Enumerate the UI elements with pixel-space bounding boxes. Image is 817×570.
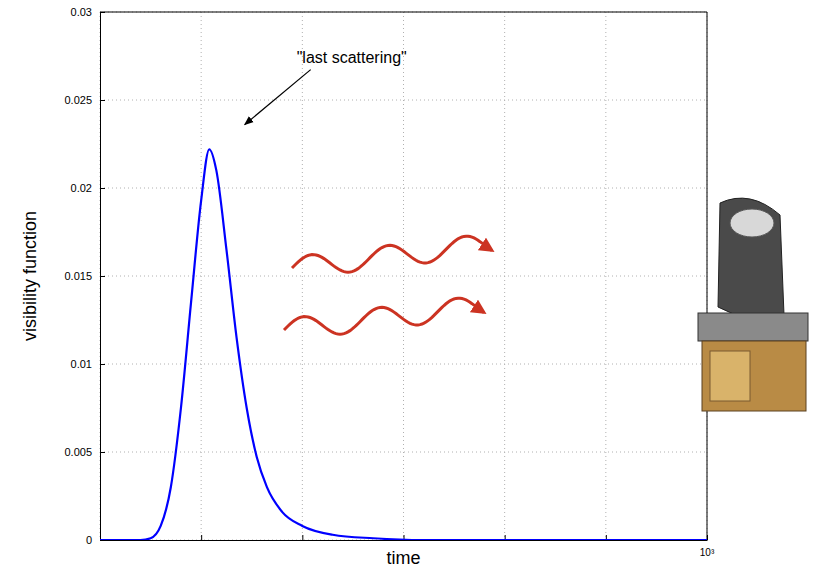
satellite-deck <box>698 313 808 341</box>
x-grid-line <box>302 12 303 540</box>
y-tick-label: 0.005 <box>64 446 92 458</box>
y-tick: 0.005 <box>64 446 105 458</box>
y-grid-line <box>100 188 707 189</box>
grid <box>100 12 707 540</box>
y-tick-mark <box>100 540 105 541</box>
photon-arrow <box>292 236 492 272</box>
satellite-body <box>702 341 806 411</box>
y-tick-mark <box>100 188 105 189</box>
y-grid-line <box>100 364 707 365</box>
x-axis-exponent: 10³ <box>700 547 715 558</box>
y-tick: 0.02 <box>71 182 105 194</box>
y-tick-mark <box>100 100 105 101</box>
x-grid-line <box>403 12 404 540</box>
y-grid-line <box>100 276 707 277</box>
y-tick: 0.01 <box>71 358 105 370</box>
satellite <box>698 198 808 411</box>
y-tick-mark <box>100 276 105 277</box>
x-tick <box>302 535 303 540</box>
y-grid-line <box>100 12 707 13</box>
data-line <box>100 149 707 540</box>
satellite-mirror <box>730 209 774 237</box>
x-grid-line <box>707 12 708 540</box>
satellite-baffle <box>718 198 784 318</box>
frame-top <box>100 12 707 13</box>
y-axis: 0 0.005 0.01 0.015 0.02 0.025 0.03 <box>64 6 105 546</box>
annotation-arrow <box>245 70 311 125</box>
photon-arrow <box>284 298 484 334</box>
y-grid-line <box>100 452 707 453</box>
y-tick-label: 0.025 <box>64 94 92 106</box>
x-tick <box>201 535 202 540</box>
y-tick: 0.025 <box>64 94 105 106</box>
x-tick-mark <box>302 535 303 540</box>
x-axis-title: time <box>386 548 420 568</box>
y-tick-label: 0.01 <box>71 358 92 370</box>
y-tick: 0.03 <box>71 6 105 18</box>
y-axis-title: visibility function <box>20 211 40 341</box>
y-tick-label: 0.02 <box>71 182 92 194</box>
annotation: "last scattering" <box>245 49 407 125</box>
y-tick-mark <box>100 452 105 453</box>
x-tick-mark <box>201 535 202 540</box>
y-tick-label: 0 <box>86 534 92 546</box>
plot-area <box>100 149 707 540</box>
x-axis-line <box>101 540 708 541</box>
x-grid-line <box>605 12 606 540</box>
photon-arrows <box>284 236 492 334</box>
annotation-text: "last scattering" <box>297 49 407 66</box>
plot-background <box>100 12 707 540</box>
frame-right <box>707 12 708 540</box>
y-grid-line <box>100 100 707 101</box>
y-tick-label: 0.03 <box>71 6 92 18</box>
y-tick: 0 <box>86 534 105 546</box>
chart: 0 0.005 0.01 0.015 0.02 0.025 0.03 "last scatte… <box>0 0 817 570</box>
y-tick: 0.015 <box>64 270 105 282</box>
y-tick-label: 0.015 <box>64 270 92 282</box>
y-tick-mark <box>100 364 105 365</box>
satellite-panel <box>710 351 750 401</box>
